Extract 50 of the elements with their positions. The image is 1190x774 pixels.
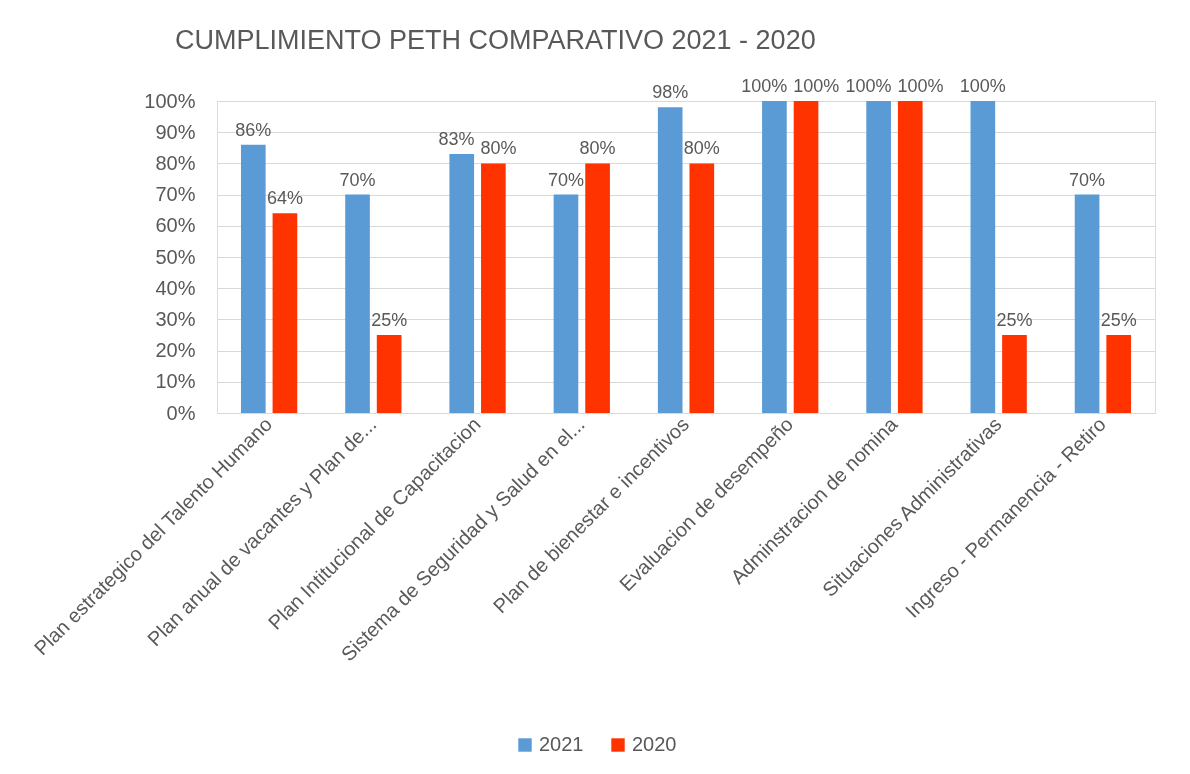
y-tick-label: 50% bbox=[155, 245, 196, 268]
data-label: 25% bbox=[371, 310, 408, 330]
legend-label: 2020 bbox=[632, 733, 677, 755]
y-tick-label: 40% bbox=[155, 276, 196, 299]
bar bbox=[449, 154, 475, 413]
data-label: 80% bbox=[579, 138, 616, 159]
data-label: 100% bbox=[959, 76, 1006, 96]
bar bbox=[345, 194, 370, 413]
bar bbox=[657, 107, 683, 413]
y-tick-label: 80% bbox=[155, 151, 196, 174]
bar bbox=[1002, 335, 1027, 413]
data-label: 100% bbox=[845, 76, 892, 96]
data-label: 100% bbox=[793, 76, 840, 96]
data-label: 98% bbox=[652, 82, 689, 103]
data-label: 70% bbox=[547, 169, 584, 190]
bar bbox=[1106, 335, 1132, 413]
data-label: 25% bbox=[1100, 310, 1137, 330]
data-label: 80% bbox=[683, 138, 720, 159]
data-label: 86% bbox=[235, 119, 272, 140]
bar bbox=[689, 163, 715, 413]
bar bbox=[376, 335, 402, 413]
bar bbox=[866, 101, 891, 413]
bar bbox=[585, 163, 610, 413]
data-label: 100% bbox=[897, 76, 944, 96]
chart-title: CUMPLIMIENTO PETH COMPARATIVO 2021 - 2020 bbox=[175, 25, 816, 55]
data-label: 64% bbox=[266, 188, 303, 209]
y-tick-label: 20% bbox=[155, 339, 196, 362]
y-tick-label: 90% bbox=[155, 120, 196, 143]
bar bbox=[272, 213, 298, 413]
data-label: 100% bbox=[741, 76, 788, 96]
data-label: 70% bbox=[1069, 169, 1106, 190]
bar bbox=[240, 144, 266, 413]
data-label: 25% bbox=[996, 310, 1033, 330]
y-tick-label: 0% bbox=[166, 401, 196, 424]
data-label: 83% bbox=[438, 129, 475, 150]
data-label: 70% bbox=[339, 169, 376, 190]
y-tick-label: 100% bbox=[144, 89, 196, 112]
bar bbox=[970, 101, 996, 413]
bar bbox=[762, 101, 787, 413]
data-label: 80% bbox=[480, 138, 517, 159]
bar bbox=[897, 101, 923, 413]
y-tick-label: 10% bbox=[155, 370, 196, 393]
bar bbox=[793, 101, 819, 413]
y-tick-label: 70% bbox=[155, 183, 196, 206]
bar bbox=[553, 194, 579, 413]
y-tick-label: 60% bbox=[155, 214, 196, 237]
bar bbox=[481, 163, 506, 413]
y-tick-label: 30% bbox=[155, 307, 196, 330]
bar bbox=[1074, 194, 1100, 413]
legend-label: 2021 bbox=[539, 733, 584, 755]
